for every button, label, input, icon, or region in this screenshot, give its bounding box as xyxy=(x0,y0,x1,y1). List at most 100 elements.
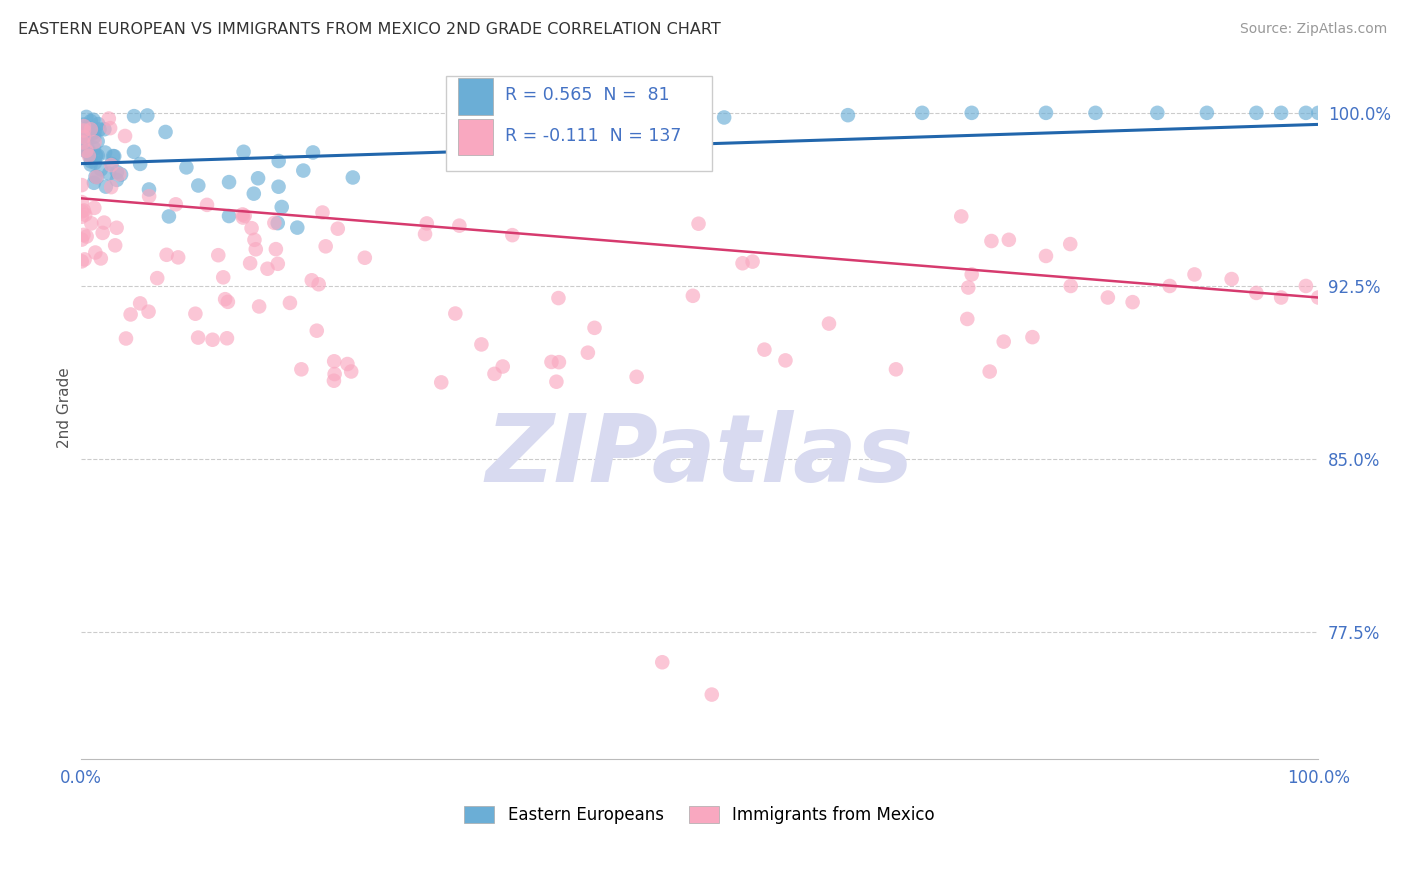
Point xyxy=(80,114,103,128)
Point xyxy=(960,268,983,282)
Point xyxy=(108,167,131,181)
Point xyxy=(263,216,285,230)
Point xyxy=(214,292,236,306)
Point xyxy=(93,216,115,230)
Point xyxy=(73,130,96,145)
Point xyxy=(155,248,177,262)
Point xyxy=(270,200,292,214)
Point xyxy=(103,149,125,163)
Point xyxy=(305,324,328,338)
Point xyxy=(245,242,267,256)
Point xyxy=(484,367,506,381)
Point xyxy=(1060,279,1083,293)
Point xyxy=(77,128,100,143)
Point xyxy=(72,227,94,242)
Point xyxy=(1021,330,1043,344)
Point xyxy=(84,245,107,260)
Point xyxy=(1195,106,1218,120)
Point xyxy=(84,155,107,169)
Point xyxy=(94,145,117,160)
Point xyxy=(1097,291,1119,305)
Point xyxy=(75,110,97,124)
Point xyxy=(546,375,568,389)
Point xyxy=(83,135,105,149)
Point xyxy=(301,273,323,287)
Point xyxy=(72,136,94,150)
FancyBboxPatch shape xyxy=(458,119,492,155)
Point xyxy=(1295,106,1317,120)
Point xyxy=(1084,106,1107,120)
Point xyxy=(980,234,1002,248)
Point xyxy=(956,312,979,326)
Point xyxy=(75,144,97,158)
Point xyxy=(1308,291,1330,305)
Point xyxy=(1035,106,1057,120)
Point xyxy=(75,144,97,158)
Point xyxy=(79,157,101,171)
FancyBboxPatch shape xyxy=(458,78,492,115)
Point xyxy=(247,300,270,314)
Point xyxy=(285,220,308,235)
Point xyxy=(105,173,128,187)
Point xyxy=(430,376,453,390)
Point xyxy=(1059,237,1081,252)
Point xyxy=(326,221,349,235)
Point xyxy=(89,122,111,136)
Point xyxy=(105,220,128,235)
Point xyxy=(267,154,290,169)
Point xyxy=(1184,268,1206,282)
Point xyxy=(416,216,439,230)
Point xyxy=(323,367,346,381)
Point xyxy=(87,148,110,162)
Point xyxy=(243,233,266,247)
Point xyxy=(232,207,254,221)
Point xyxy=(77,146,100,161)
Point xyxy=(218,209,240,223)
Point xyxy=(72,127,94,141)
Point xyxy=(83,176,105,190)
Legend: Eastern Europeans, Immigrants from Mexico: Eastern Europeans, Immigrants from Mexic… xyxy=(464,806,935,824)
Point xyxy=(129,296,152,310)
Point xyxy=(302,145,325,160)
Point xyxy=(201,333,224,347)
Point xyxy=(80,122,103,136)
Point xyxy=(979,365,1001,379)
Point xyxy=(184,307,207,321)
Point xyxy=(1246,106,1268,120)
Point xyxy=(83,129,105,144)
Point xyxy=(207,248,229,262)
Point xyxy=(122,145,145,159)
Point xyxy=(187,178,209,193)
Point xyxy=(682,289,704,303)
Point xyxy=(993,334,1015,349)
Point xyxy=(77,149,100,163)
Point xyxy=(75,208,97,222)
Point xyxy=(212,270,235,285)
Text: R = 0.565  N =  81: R = 0.565 N = 81 xyxy=(505,86,669,103)
Point xyxy=(911,106,934,120)
Point xyxy=(70,136,93,150)
Point xyxy=(264,242,287,256)
Point xyxy=(247,171,270,186)
Point xyxy=(818,317,841,331)
Point xyxy=(138,189,160,203)
Point xyxy=(83,125,105,139)
Point xyxy=(146,271,169,285)
Point xyxy=(136,108,159,122)
Point xyxy=(449,219,471,233)
Text: ZIPatlas: ZIPatlas xyxy=(485,410,914,502)
Point xyxy=(80,216,103,230)
Point xyxy=(547,291,569,305)
Point xyxy=(754,343,776,357)
Point xyxy=(76,120,98,135)
Point xyxy=(120,308,142,322)
Point xyxy=(84,148,107,162)
Point xyxy=(232,145,254,159)
Point xyxy=(278,296,301,310)
Point xyxy=(73,203,96,218)
Point xyxy=(80,154,103,169)
Point xyxy=(960,106,983,120)
Point xyxy=(70,133,93,147)
Point xyxy=(73,118,96,132)
Point xyxy=(1308,106,1330,120)
